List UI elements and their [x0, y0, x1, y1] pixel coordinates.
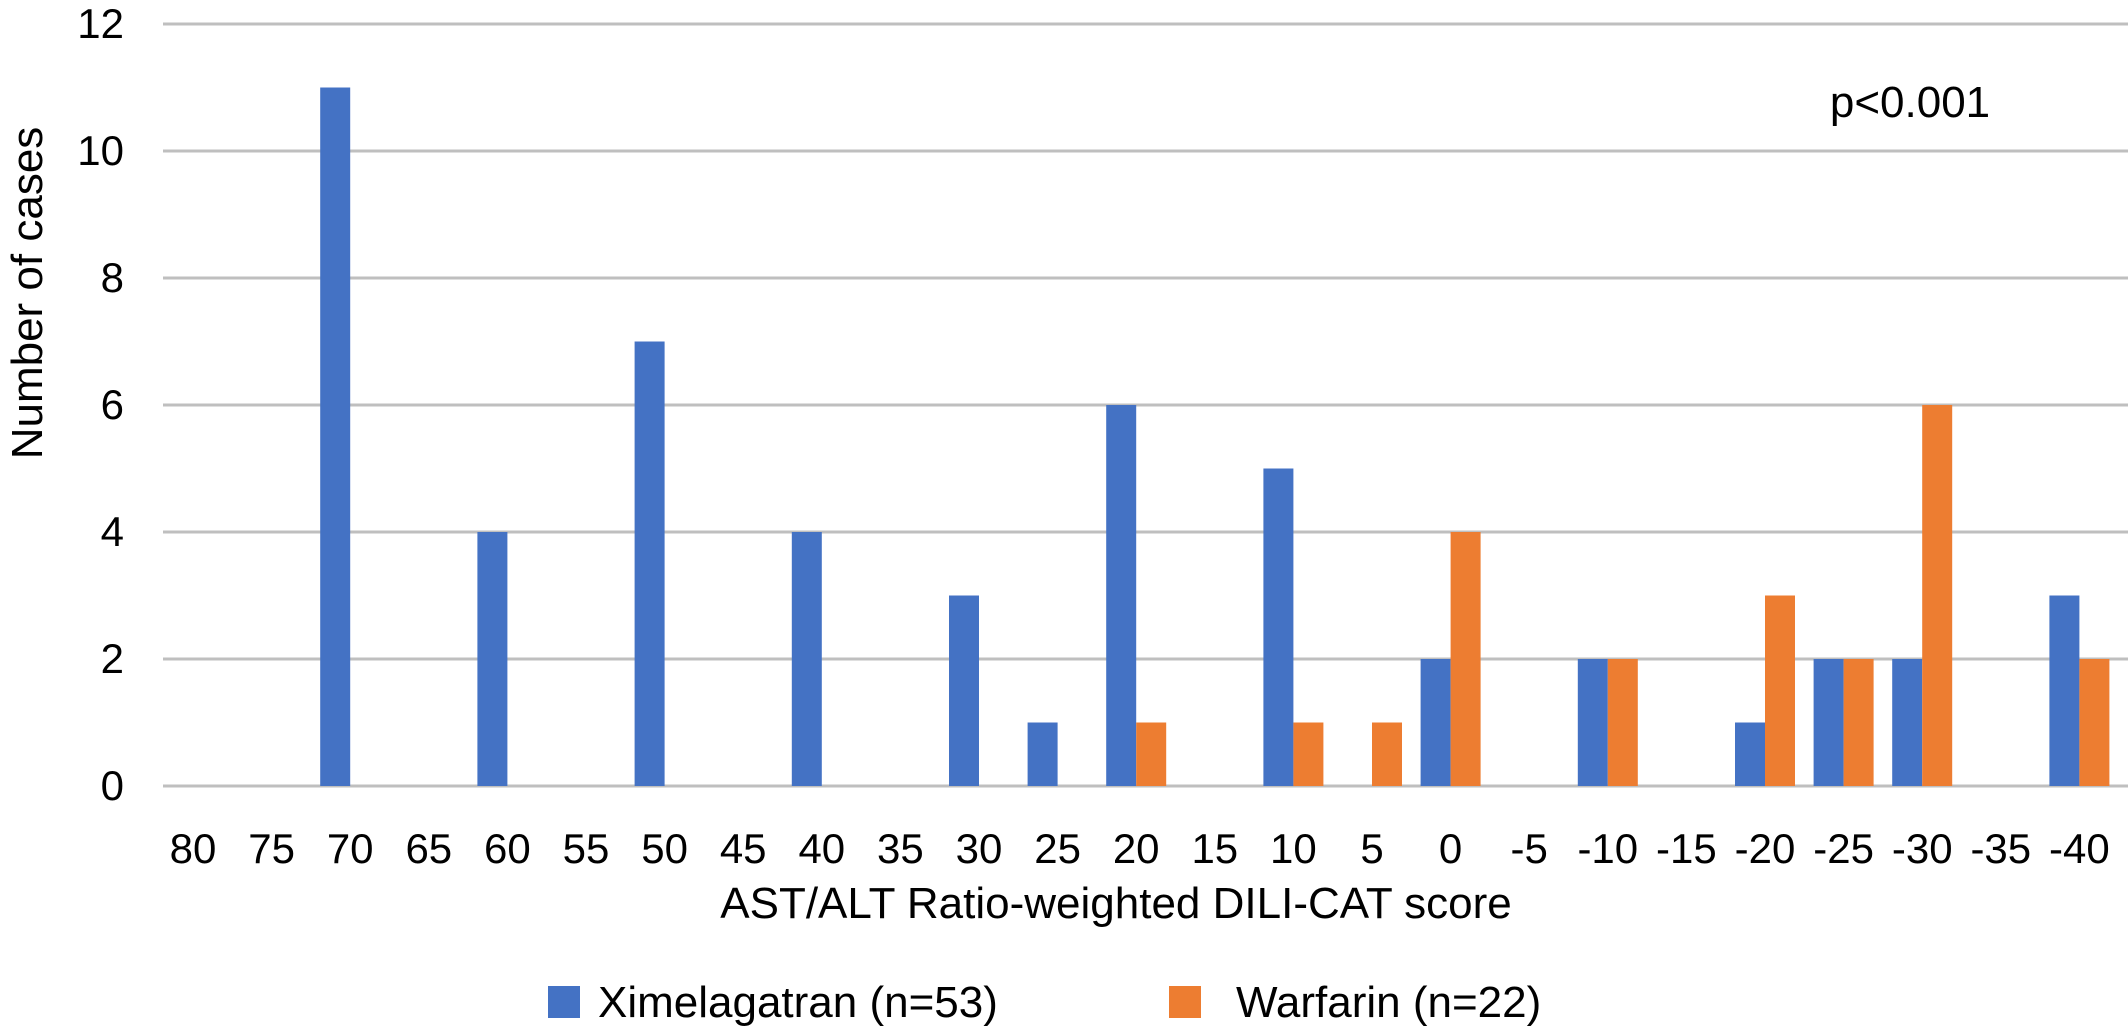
x-tick-label: 75 [248, 825, 295, 872]
bar-warfarin [1450, 532, 1481, 786]
y-axis-title: Number of cases [3, 127, 52, 460]
bar-ximelagatran [1106, 405, 1137, 786]
bar-ximelagatran [1892, 659, 1923, 786]
bar-ximelagatran [791, 532, 822, 786]
bar-ximelagatran [1420, 659, 1451, 786]
legend: Ximelagatran (n=53) Warfarin (n=22) [548, 978, 1541, 1027]
bar-warfarin [1765, 595, 1795, 786]
x-tick-label: 50 [641, 825, 688, 872]
x-tick-label: 35 [877, 825, 924, 872]
x-tick-label: -15 [1656, 825, 1717, 872]
legend-label-ximelagatran: Ximelagatran (n=53) [598, 978, 998, 1027]
y-tick-labels: 0 2 4 6 8 10 12 [77, 0, 124, 809]
y-tick-label: 8 [101, 254, 124, 301]
x-tick-label: 0 [1439, 825, 1462, 872]
bar-ximelagatran [634, 341, 665, 786]
x-tick-label: -40 [2049, 825, 2110, 872]
bar-ximelagatran [1735, 722, 1765, 786]
bar-warfarin [1607, 659, 1638, 786]
x-tick-label: 65 [405, 825, 452, 872]
x-tick-label: -10 [1577, 825, 1638, 872]
bar-ximelagatran [1813, 659, 1844, 786]
bar-warfarin [1922, 405, 1953, 786]
bar-warfarin [1293, 722, 1324, 786]
bar-warfarin [2079, 659, 2110, 786]
x-tick-labels: 80 75 70 65 60 55 50 45 40 35 30 25 20 15 10 5 0 -5 -10 -15… [170, 825, 2110, 872]
x-tick-label: 25 [1034, 825, 1081, 872]
x-tick-label: 45 [720, 825, 767, 872]
x-tick-label: 5 [1360, 825, 1383, 872]
x-tick-label: -30 [1892, 825, 1953, 872]
x-axis-title: AST/ALT Ratio-weighted DILI-CAT score [720, 879, 1511, 928]
y-tick-label: 12 [77, 0, 124, 47]
bar-warfarin [1372, 722, 1402, 786]
y-tick-label: 10 [77, 127, 124, 174]
bar-warfarin [1843, 659, 1874, 786]
bar-warfarin [1136, 722, 1167, 786]
x-tick-label: 30 [956, 825, 1003, 872]
y-tick-label: 0 [101, 762, 124, 809]
legend-swatch-ximelagatran [548, 986, 580, 1018]
bar-ximelagatran [1263, 468, 1294, 786]
legend-swatch-warfarin [1169, 986, 1201, 1018]
x-tick-label: 80 [170, 825, 217, 872]
bar-ximelagatran [1577, 659, 1608, 786]
y-tick-label: 4 [101, 508, 124, 555]
bar-ximelagatran [1027, 722, 1058, 786]
p-value-annotation: p<0.001 [1830, 78, 1990, 127]
x-tick-label: 55 [563, 825, 610, 872]
x-tick-label: 15 [1191, 825, 1238, 872]
bar-ximelagatran [2049, 595, 2080, 786]
x-tick-label: 60 [484, 825, 531, 872]
bar-ximelagatran [477, 532, 508, 786]
x-tick-label: -20 [1735, 825, 1796, 872]
y-tick-label: 2 [101, 635, 124, 682]
x-tick-label: 20 [1113, 825, 1160, 872]
x-tick-label: 70 [327, 825, 374, 872]
x-tick-label: 40 [798, 825, 845, 872]
x-tick-label: -35 [1970, 825, 2031, 872]
x-tick-label: 10 [1270, 825, 1317, 872]
bar-ximelagatran [949, 595, 979, 786]
bars [320, 87, 2110, 786]
x-tick-label: -5 [1511, 825, 1548, 872]
legend-label-warfarin: Warfarin (n=22) [1236, 978, 1541, 1027]
bar-ximelagatran [320, 87, 351, 786]
x-tick-label: -25 [1813, 825, 1874, 872]
y-tick-label: 6 [101, 381, 124, 428]
